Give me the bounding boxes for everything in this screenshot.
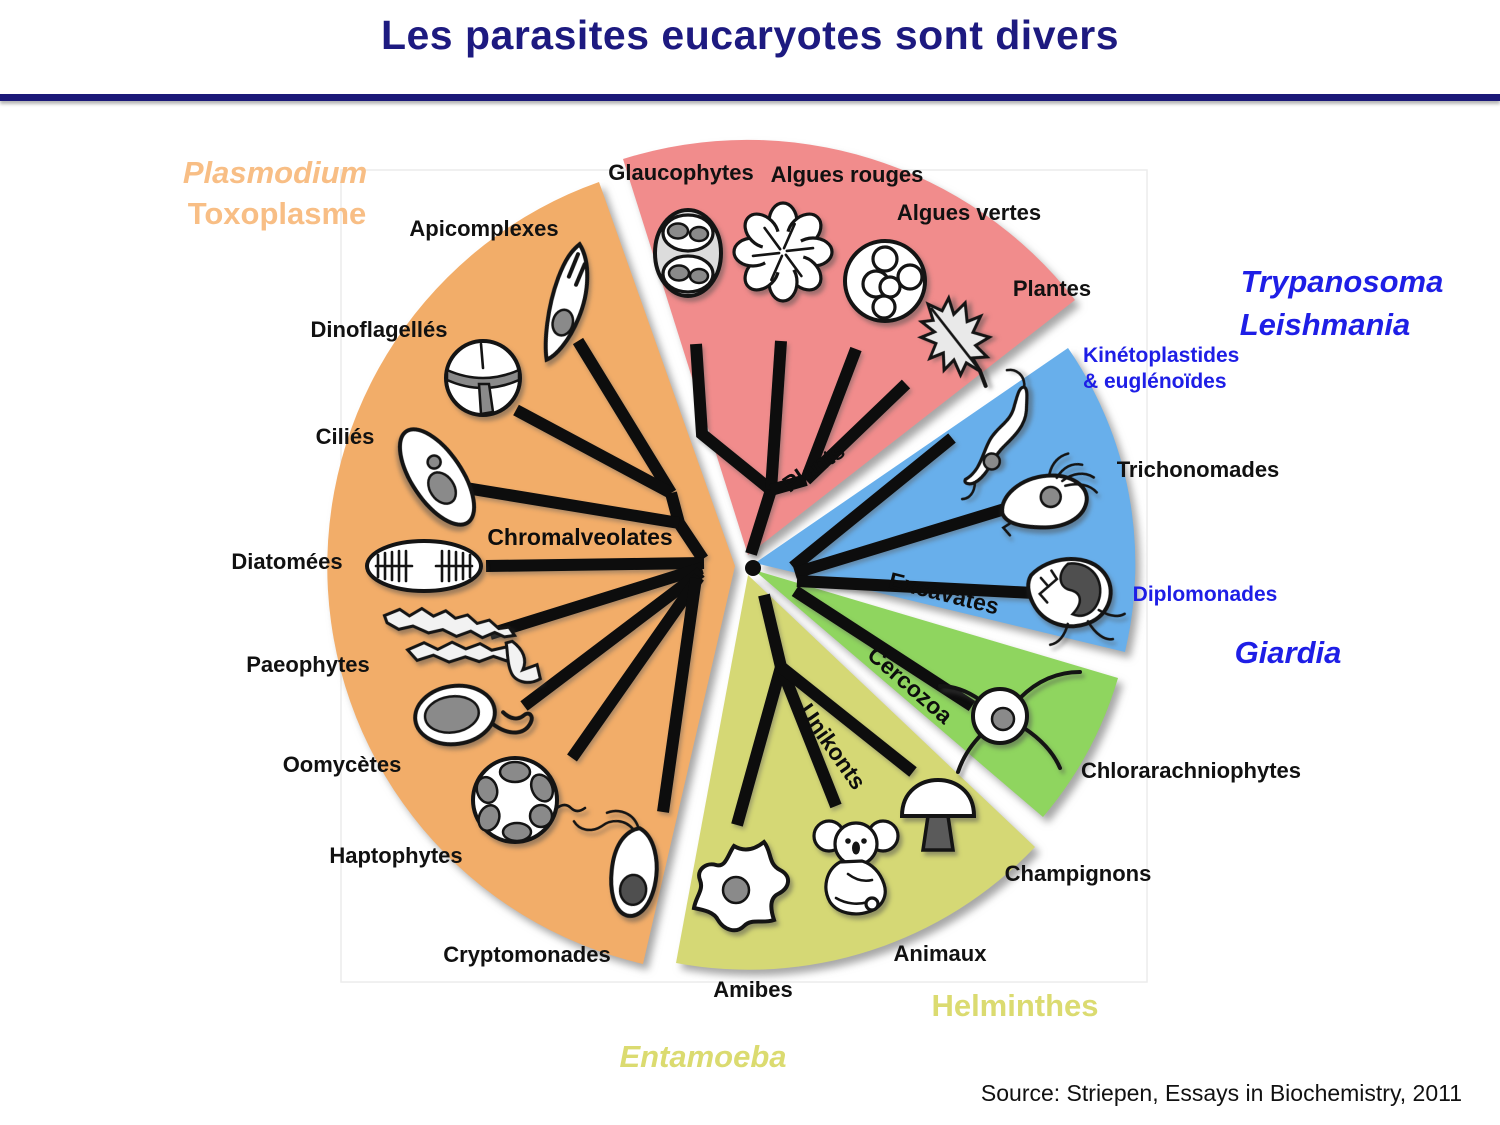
dinoflagellate-icon [444,339,522,417]
amoeba-icon [691,839,790,933]
label-champignons: Champignons [1005,861,1152,886]
apicomplexan-icon [543,241,590,363]
label-glaucophytes: Glaucophytes [608,160,753,185]
label-leishmania: Leishmania [1240,307,1411,342]
label-algues-rouges: Algues rouges [771,162,924,187]
green-alga-icon [843,239,927,323]
red-alga-icon [732,201,834,303]
label-cryptomonades: Cryptomonades [443,942,610,967]
tree-branches-excavates [789,433,1035,599]
page-title: Les parasites eucaryotes sont divers [380,12,1120,58]
label-giardia: Giardia [1235,635,1342,670]
label-toxoplasme: Toxoplasme [188,196,367,231]
title-divider [0,94,1500,101]
label-apicomplexes: Apicomplexes [409,216,558,241]
haptophyte-icon [471,756,587,844]
ciliate-icon [397,427,477,527]
label-helminthes: Helminthes [931,988,1098,1023]
tree-root-node [745,560,761,576]
label-algues-vertes: Algues vertes [897,200,1041,225]
diatom-icon [365,539,483,593]
label-kinetoplastides-line2: & euglénoïdes [1083,370,1227,393]
label-amibes: Amibes [713,977,792,1002]
cryptomonad-icon [572,809,659,918]
oomycete-icon [413,683,534,747]
label-animaux: Animaux [894,941,988,966]
label-cilies: Ciliés [316,424,375,449]
tree-branches-unikonts [731,593,917,827]
plant-leaf-icon [917,294,994,388]
label-plantes: Plantes [1013,276,1091,301]
label-paeophytes: Paeophytes [246,652,370,677]
paeophyte-icon [382,606,543,684]
clade-label-chromalveolates: Chromalveolates [487,524,672,550]
wedge-cercozoa [754,570,1118,817]
diplomonad-icon [1026,557,1126,647]
label-trypanosoma: Trypanosoma [1241,264,1444,299]
mushroom-icon [899,777,977,852]
label-entamoeba: Entamoeba [619,1039,786,1074]
label-diatomees: Diatomées [231,549,342,574]
chlorarachniophyte-icon [938,670,1082,774]
label-dinoflagelles: Dinoflagellés [311,317,448,342]
label-chlorarachniophytes: Chlorarachniophytes [1081,758,1301,783]
label-haptophytes: Haptophytes [329,843,462,868]
trichomonad-icon [1000,452,1098,537]
wedge-chromalveolates [327,182,735,964]
tree-branches-chromalveolates [465,337,708,813]
source-citation: Source: Striepen, Essays in Biochemistry… [980,1080,1462,1106]
label-diplomonades: Diplomonades [1133,583,1278,606]
koala-icon [812,819,900,916]
label-kinetoplastides-line1: Kinétoplastides [1083,344,1239,367]
label-oomycetes: Oomycètes [283,752,402,777]
label-plasmodium: Plasmodium [183,155,367,190]
trypanosome-icon [960,368,1029,501]
glaucophyte-icon [653,208,723,298]
tree-branches-plants [690,340,911,556]
label-trichonomades: Trichonomades [1117,457,1280,482]
